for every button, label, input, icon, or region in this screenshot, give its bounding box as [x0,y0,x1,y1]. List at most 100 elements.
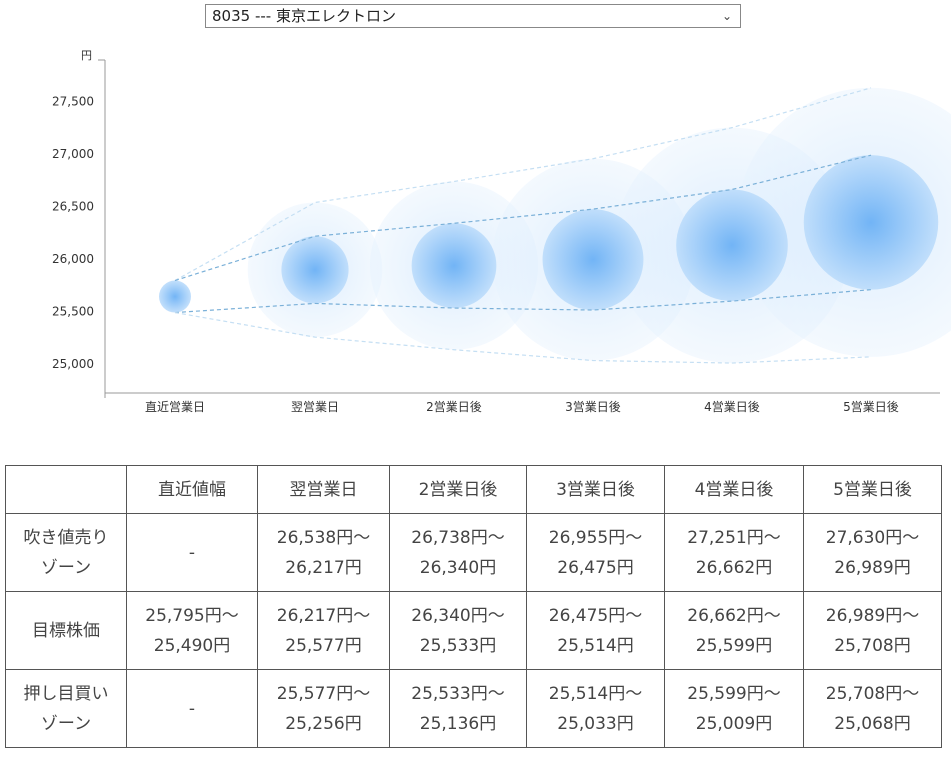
range-value: 25,514円 [557,635,634,656]
x-tick-label: 3営業日後 [565,400,621,414]
range-cell: 25,599円～ 25,009円 [664,669,804,748]
table-header-row: 直近値幅 翌営業日 2営業日後 3営業日後 4営業日後 5営業日後 [5,465,942,514]
range-cell: 27,630円～ 26,989円 [803,513,942,592]
range-cell: - [126,513,258,592]
range-value: 25,068円 [834,713,911,734]
range-cell: 26,217円～ 25,577円 [257,591,390,670]
target-bubble-2 [411,223,497,309]
table-header-cell: 2営業日後 [389,465,527,514]
range-value: 26,738円～ [411,527,505,548]
range-value: 25,009円 [695,713,773,734]
range-value: 25,490円 [153,635,231,656]
range-cell: 25,533円～ 25,136円 [389,669,527,748]
target-bubble-3 [542,209,644,311]
x-tick-label: 4営業日後 [704,400,760,414]
range-cell: 26,662円～ 25,599円 [664,591,804,670]
stock-selector[interactable]: 8035 --- 東京エレクトロン ⌄ [205,4,741,28]
y-tick-label: 27,500 [52,95,94,109]
trend-lines [174,87,872,364]
range-cell: 27,251円～ 26,662円 [664,513,804,592]
y-tick-label: 25,000 [52,357,94,371]
row-label-cell: 吹き値売り ゾーン [5,513,127,592]
range-value: 25,033円 [557,713,634,734]
range-cell: 25,514円～ 25,033円 [526,669,665,748]
range-value: - [188,698,196,719]
stock-selector-value: 8035 --- 東京エレクトロン [212,7,396,25]
range-value: 27,630円～ [825,527,920,548]
range-cell: 26,738円～ 26,340円 [389,513,527,592]
range-cell: 25,577円～ 25,256円 [257,669,390,748]
target-bubble-1 [281,236,349,304]
target-bubble-0 [158,280,192,313]
range-value: 25,136円 [419,713,497,734]
table-row: 押し目買い ゾーン -25,577円～ 25,256円 25,533円～ 25,136円 2… [5,669,942,748]
table-header-cell: 4営業日後 [664,465,804,514]
range-value: 25,514円～ [548,683,643,704]
target-upper-line [174,154,872,282]
y-tick-label: 25,500 [52,305,94,319]
axes: 円 25,000 25,500 26,000 26,500 27,000 27,500 直近営… [52,49,940,414]
range-value: 26,340円 [419,557,497,578]
target-bubble-5 [803,155,939,290]
forecast-chart: 円 25,000 25,500 26,000 26,500 27,000 27,500 直近営… [52,49,951,414]
range-value: 25,599円～ [687,683,781,704]
range-value: 26,340円～ [411,605,505,626]
table-header-cell: 翌営業日 [257,465,390,514]
range-cell: 26,955円～ 26,475円 [526,513,665,592]
range-value: 26,538円～ [276,527,371,548]
table-row: 目標株価 25,795円～ 25,490円 26,217円～ 25,577円 26,340… [5,591,942,670]
table-corner-cell [5,465,127,514]
range-value: - [188,542,196,563]
table-header-cell: 直近値幅 [126,465,258,514]
range-value: 26,475円～ [548,605,643,626]
sell-upper-line [174,87,872,282]
range-value: 25,599円 [695,635,773,656]
range-value: 26,989円～ [825,605,920,626]
range-cell: 25,795円～ 25,490円 [126,591,258,670]
range-value: 25,533円～ [411,683,505,704]
range-cell: 26,340円～ 25,533円 [389,591,527,670]
y-tick-label: 26,500 [52,200,94,214]
row-label-line: ゾーン [40,713,92,734]
row-label-cell: 押し目買い ゾーン [5,669,127,748]
zone-table: 直近値幅 翌営業日 2営業日後 3営業日後 4営業日後 5営業日後 吹き値売り ゾーン - 26,… [5,465,942,748]
range-value: 25,577円～ [276,683,371,704]
y-tick-label: 26,000 [52,252,94,266]
range-cell: 26,538円～ 26,217円 [257,513,390,592]
range-value: 25,256円 [285,713,362,734]
table-header-cell: 5営業日後 [803,465,942,514]
row-label-line: ゾーン [40,557,92,578]
row-label-cell: 目標株価 [5,591,127,670]
x-tick-label: 5営業日後 [843,400,899,414]
range-cell: 26,475円～ 25,514円 [526,591,665,670]
x-tick-label: 直近営業日 [145,400,205,414]
range-value: 25,708円 [834,635,911,656]
range-cell: 25,708円～ 25,068円 [803,669,942,748]
x-tick-label: 2営業日後 [426,400,482,414]
range-value: 25,577円 [285,635,362,656]
range-cell: - [126,669,258,748]
row-label-line: 押し目買い [23,683,109,704]
range-value: 25,533円 [419,635,497,656]
range-value: 26,662円～ [687,605,781,626]
row-label-line: 目標株価 [32,620,100,641]
buy-lower-line [174,311,872,364]
target-bubble-4 [676,189,788,302]
y-tick-label: 27,000 [52,147,94,161]
table-row: 吹き値売り ゾーン -26,538円～ 26,217円 26,738円～ 26,340円 2… [5,513,942,592]
range-value: 25,708円～ [825,683,920,704]
range-value: 25,795円～ [145,605,239,626]
table-header-cell: 3営業日後 [526,465,665,514]
range-value: 26,217円～ [276,605,371,626]
range-value: 26,955円～ [548,527,643,548]
range-value: 26,475円 [557,557,634,578]
y-unit-label: 円 [81,49,92,62]
range-value: 26,217円 [285,557,362,578]
range-value: 26,662円 [695,557,773,578]
target-bubbles [158,155,939,313]
range-cell: 26,989円～ 25,708円 [803,591,942,670]
range-value: 27,251円～ [687,527,781,548]
range-value: 26,989円 [834,557,911,578]
chevron-down-icon[interactable]: ⌄ [721,9,732,23]
x-tick-label: 翌営業日 [291,400,339,414]
